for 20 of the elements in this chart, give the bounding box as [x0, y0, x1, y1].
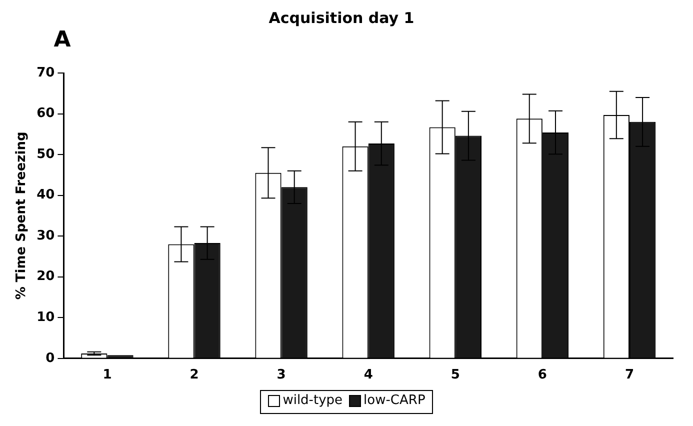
y-tick-label: 10: [36, 310, 55, 326]
text: wild-type: [282, 393, 343, 408]
x-tick-label: 2: [190, 368, 199, 383]
chart-title: Acquisition day 1: [268, 8, 414, 27]
y-tick-label: 0: [46, 350, 55, 366]
x-tick-label: 1: [102, 368, 112, 383]
x-tick-label: 5: [450, 368, 460, 383]
y-tick-label: 60: [36, 106, 55, 122]
x-tick-label: 7: [624, 368, 634, 383]
legend-label: low-CARP: [364, 393, 426, 408]
y-tick-label: 20: [36, 269, 55, 284]
x-tick-label: 6: [538, 368, 547, 383]
y-tick-label: 30: [36, 228, 55, 244]
y-axis-title: % Time Spent Freezing: [14, 132, 30, 300]
text: A: [54, 28, 71, 53]
y-tick-label: 40: [36, 188, 55, 203]
y-tick-label: 70: [36, 65, 55, 80]
x-tick-label: 4: [364, 368, 373, 383]
y-tick-label: 50: [36, 146, 55, 162]
x-tick-label: 3: [276, 368, 286, 383]
